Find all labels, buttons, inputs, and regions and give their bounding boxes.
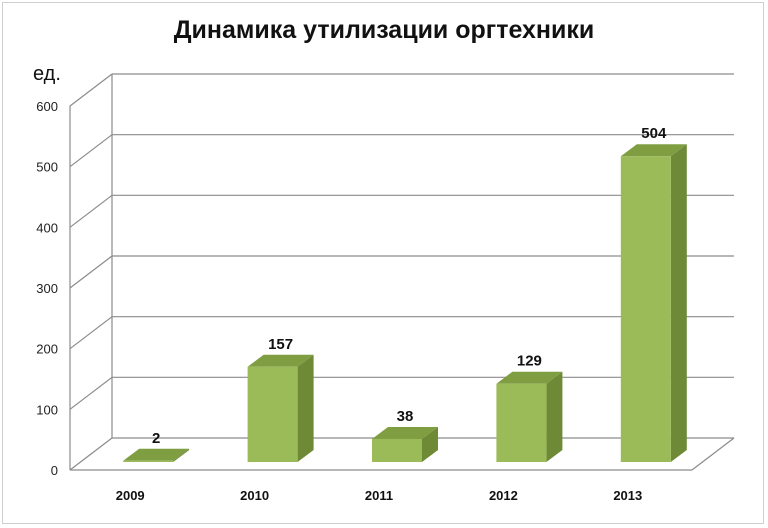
gridline-side (69, 255, 113, 289)
gridline-side (69, 73, 113, 107)
data-label: 38 (397, 408, 414, 425)
y-tick-label: 200 (36, 342, 58, 357)
bar (372, 438, 422, 462)
bar (247, 366, 298, 462)
bar-top (247, 354, 314, 367)
floor-right-edge (691, 437, 735, 471)
bar-side (670, 144, 687, 463)
bar (620, 156, 671, 463)
bars (123, 144, 687, 463)
y-tick-label: 0 (51, 463, 58, 478)
x-category-labels: 2009 2010 2011 2012 2013 (116, 488, 643, 503)
gridline-side (69, 194, 113, 228)
y-tick-label: 400 (36, 220, 58, 235)
y-axis-unit-label: ед. (33, 63, 61, 85)
bar-side (173, 448, 190, 462)
data-label: 157 (268, 336, 293, 353)
x-category-label: 2011 (365, 488, 393, 503)
chart-title: Динамика утилизации оргтехники (173, 16, 595, 44)
x-category-label: 2012 (489, 488, 518, 503)
y-tick-label: 300 (36, 281, 58, 296)
bar-side (297, 354, 314, 462)
gridline-side (69, 316, 113, 350)
bar (496, 383, 547, 462)
data-label: 129 (517, 353, 542, 370)
bar (123, 460, 174, 462)
bar-top (123, 448, 190, 461)
bar-top (620, 144, 687, 157)
bar-side (546, 371, 563, 462)
y-tick-label: 500 (36, 160, 58, 175)
gridline-side (69, 376, 113, 410)
bar-top (496, 371, 563, 384)
y-tick-label: 100 (36, 402, 58, 417)
x-category-label: 2009 (116, 488, 145, 503)
data-labels: 2 157 38 129 504 (152, 125, 667, 447)
x-category-label: 2013 (613, 488, 642, 503)
bar-side (422, 426, 438, 462)
gridline-side (69, 437, 113, 471)
data-label: 2 (152, 430, 160, 447)
gridline-side (69, 134, 113, 168)
y-tick-label: 600 (36, 99, 58, 114)
bar-top (372, 426, 438, 439)
data-label: 504 (641, 125, 667, 142)
y-tick-labels: 0 100 200 300 400 500 600 (36, 99, 58, 478)
x-category-label: 2010 (240, 488, 269, 503)
